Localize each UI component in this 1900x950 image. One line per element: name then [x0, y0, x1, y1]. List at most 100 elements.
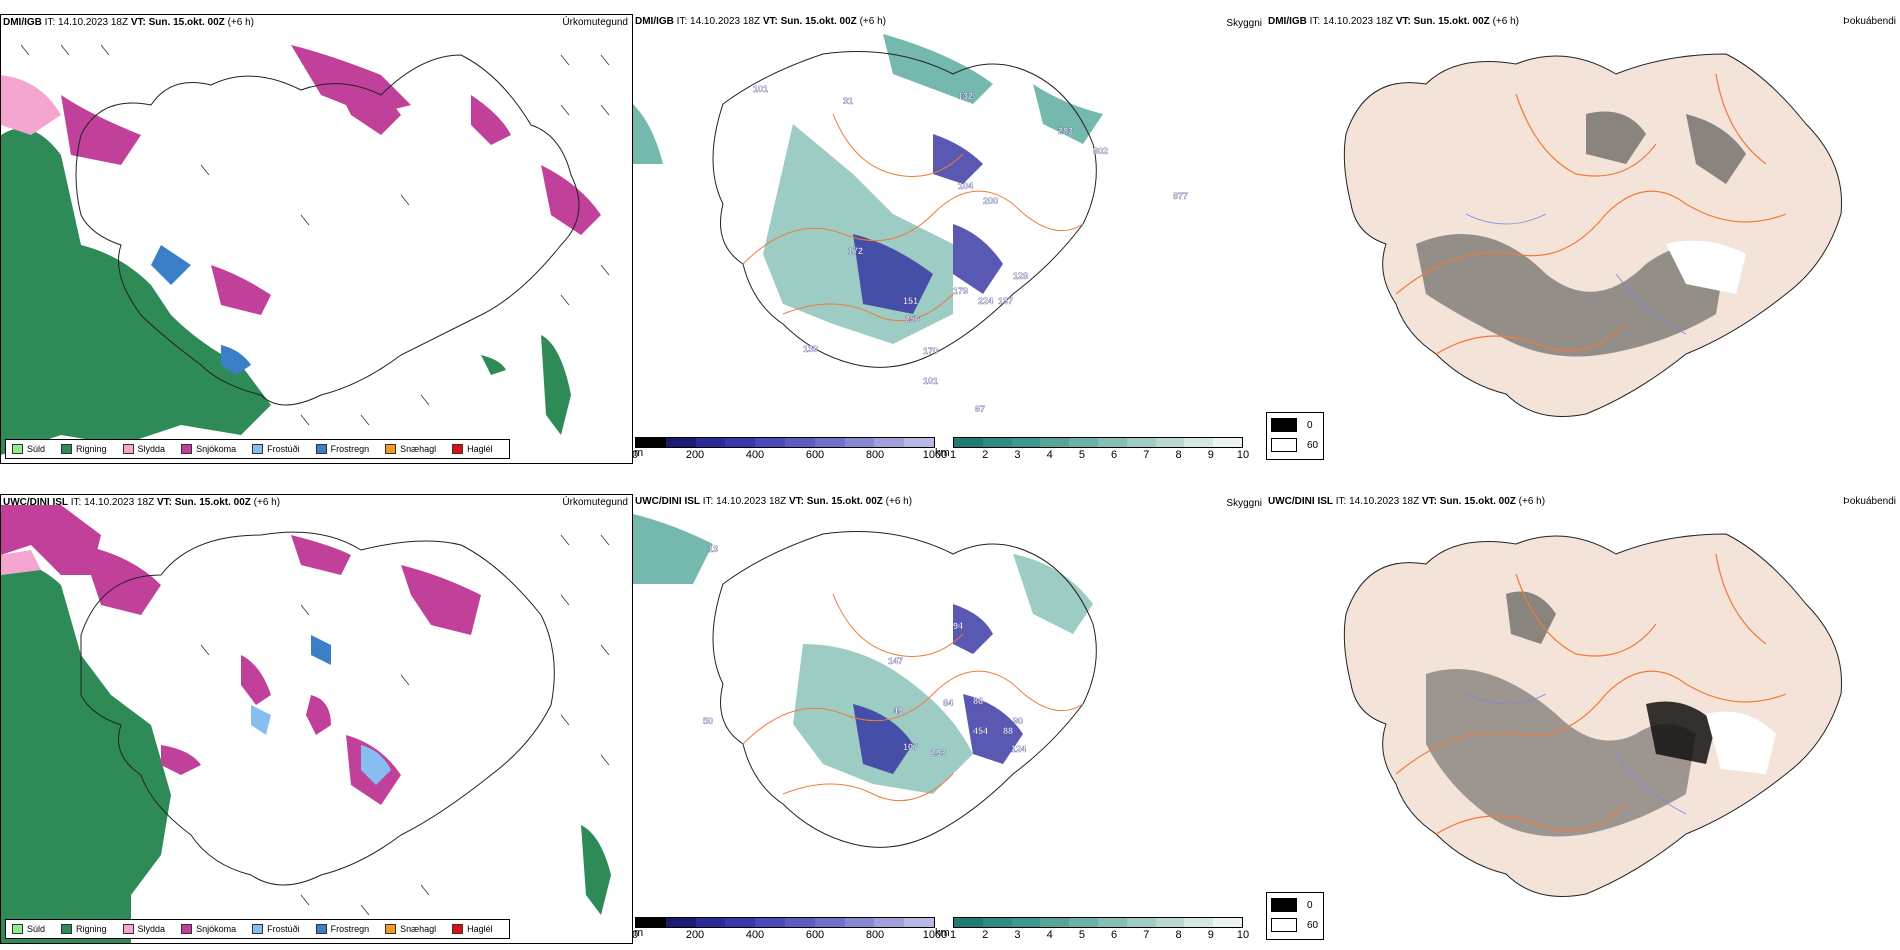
colorbar-cell	[874, 438, 905, 447]
cloud-number: 147	[888, 656, 903, 666]
cloud-number: 50	[703, 716, 713, 726]
colorbar-cell	[1069, 438, 1098, 447]
colorbar-cell	[874, 918, 905, 927]
colorbar-cell	[954, 438, 983, 447]
precip-map-top	[1, 44, 610, 455]
fog-panel-bottom: UWC/DINI ISL IT: 14.10.2023 18Z VT: Sun.…	[1266, 494, 1900, 944]
cloud-number: 200	[983, 196, 998, 206]
colorbar-cell	[904, 438, 934, 447]
fog-map-bottom	[1343, 533, 1843, 897]
cloud-number: 283	[1058, 126, 1073, 136]
cloud-number: 128	[1013, 271, 1028, 281]
height-colorbar: 0 200 400 600 800 1000 m	[633, 437, 947, 464]
legend-item: Snjókoma	[181, 924, 236, 934]
cloud-number-labels: 101 31 132 283 802 104 200 877 172 128 1…	[753, 84, 1188, 414]
cloud-number: 88	[1003, 726, 1013, 736]
legend-item: Frostúði	[252, 444, 300, 454]
colorbar-cell	[982, 918, 1012, 927]
row-title: DMI/IGB IT: 14.10.2023 18Z VT: Sun. 15.o…	[1268, 16, 1519, 27]
colorbar-tick: 7	[1143, 449, 1150, 461]
cloud-number: 124	[1011, 744, 1026, 754]
colorbar-tick: 1000	[922, 449, 948, 461]
cloud-number: 802	[1093, 146, 1108, 156]
colorbar-tick: 2	[982, 929, 989, 941]
colorbar-tick: 10	[1236, 929, 1250, 941]
cloud-number: 101	[753, 84, 768, 94]
colorbar-cell	[1126, 918, 1156, 927]
colorbar-tick: 1000	[922, 929, 948, 941]
colorbar-cell	[954, 918, 983, 927]
colorbar-cell	[1184, 918, 1214, 927]
fog-key: 0 60	[1266, 412, 1324, 460]
colorbar-tick: 0	[633, 929, 639, 941]
row-title: DMI/IGB IT: 14.10.2023 18Z VT: Sun. 15.o…	[635, 16, 886, 27]
cloud-number: 132	[958, 91, 973, 101]
colorbar-tick: 3	[1014, 929, 1021, 941]
cloud-label: Skyggni	[1226, 498, 1262, 509]
cloud-number: 90	[1013, 716, 1023, 726]
cloud-number: 224	[978, 296, 993, 306]
colorbar-tick: 3	[1014, 449, 1021, 461]
colorbar-cell	[1126, 438, 1156, 447]
colorbar-cell	[636, 438, 666, 447]
colorbar-tick: 200	[685, 929, 705, 941]
colorbar-tick: 5	[1078, 929, 1085, 941]
cloud-number: 172	[848, 246, 863, 256]
colorbar-tick: 4	[1046, 929, 1053, 941]
colorbar-cell	[1040, 438, 1070, 447]
colorbar-cell	[904, 918, 934, 927]
vis-colorbar-ticks: 1 2 3 4 5 6 7 8 9 10	[950, 928, 1249, 942]
colorbar-cell	[665, 438, 696, 447]
colorbar-cell	[725, 918, 756, 927]
colorbar-tick: 6	[1111, 929, 1118, 941]
colorbar-tick: 7	[1143, 929, 1150, 941]
colorbar-cell	[1213, 918, 1242, 927]
colorbar-cell	[665, 918, 696, 927]
height-colorbar: 0 200 400 600 800 1000 m	[633, 917, 947, 944]
row-title: UWC/DINI ISL IT: 14.10.2023 18Z VT: Sun.…	[3, 497, 281, 508]
legend-item: Haglél	[452, 924, 493, 934]
legend-item: Súld	[12, 444, 45, 454]
height-colorbar-ticks: 0 200 400 600 800 1000	[633, 928, 947, 942]
colorbar-tick: 8	[1175, 449, 1182, 461]
colorbar-cell	[1011, 918, 1041, 927]
colorbar-tick: 10	[1236, 449, 1250, 461]
legend-item: Snæhagl	[385, 444, 436, 454]
cloud-map-top: 101 31 132 283 802 104 200 877 172 128 1…	[633, 34, 1188, 414]
fog-key: 0 60	[1266, 892, 1324, 940]
height-colorbar-cells	[635, 917, 935, 928]
cloud-number: 179	[953, 286, 968, 296]
height-colorbar-ticks: 0 200 400 600 800 1000	[633, 448, 947, 462]
cloud-number: 67	[975, 404, 985, 414]
row-title: UWC/DINI ISL IT: 14.10.2023 18Z VT: Sun.…	[1268, 496, 1546, 507]
height-colorbar-cells	[635, 437, 935, 448]
colorbar-tick: 1	[949, 449, 957, 461]
colorbar-tick: 600	[805, 449, 825, 461]
cloud-number: 454	[973, 726, 988, 736]
legend-item: Rigning	[61, 924, 107, 934]
colorbar-cell	[636, 918, 666, 927]
colorbar-tick: 800	[865, 449, 885, 461]
colorbar-tick: 9	[1207, 929, 1214, 941]
precip-panel-bottom: UWC/DINI ISL IT: 14.10.2023 18Z VT: Sun.…	[0, 494, 633, 944]
fog-map-top	[1343, 53, 1843, 417]
colorbar-cell	[814, 918, 845, 927]
fog-label: Þokuábendi	[1843, 496, 1896, 507]
vis-colorbar-cells	[953, 917, 1243, 928]
colorbar-cell	[814, 438, 845, 447]
fog-panel-top: DMI/IGB IT: 14.10.2023 18Z VT: Sun. 15.o…	[1266, 14, 1900, 464]
row-title: DMI/IGB IT: 14.10.2023 18Z VT: Sun. 15.o…	[3, 17, 254, 28]
legend-item: Slydda	[122, 444, 165, 454]
cloud-number: 137	[998, 296, 1013, 306]
colorbar-cell	[1184, 438, 1214, 447]
colorbar-cell	[695, 918, 726, 927]
colorbar-cell	[844, 918, 875, 927]
colorbar-tick: 9	[1207, 449, 1214, 461]
cloud-number: 31	[843, 96, 853, 106]
cloud-number: 151	[903, 296, 918, 306]
colorbar-tick: 5	[1078, 449, 1085, 461]
precip-label: Úrkomutegund	[562, 497, 628, 508]
cloud-map-bottom: 13 94 147 84 86 49 90 454 88 107 293 124…	[633, 514, 1097, 848]
legend-item: Slydda	[122, 924, 165, 934]
colorbar-cell	[1069, 918, 1098, 927]
